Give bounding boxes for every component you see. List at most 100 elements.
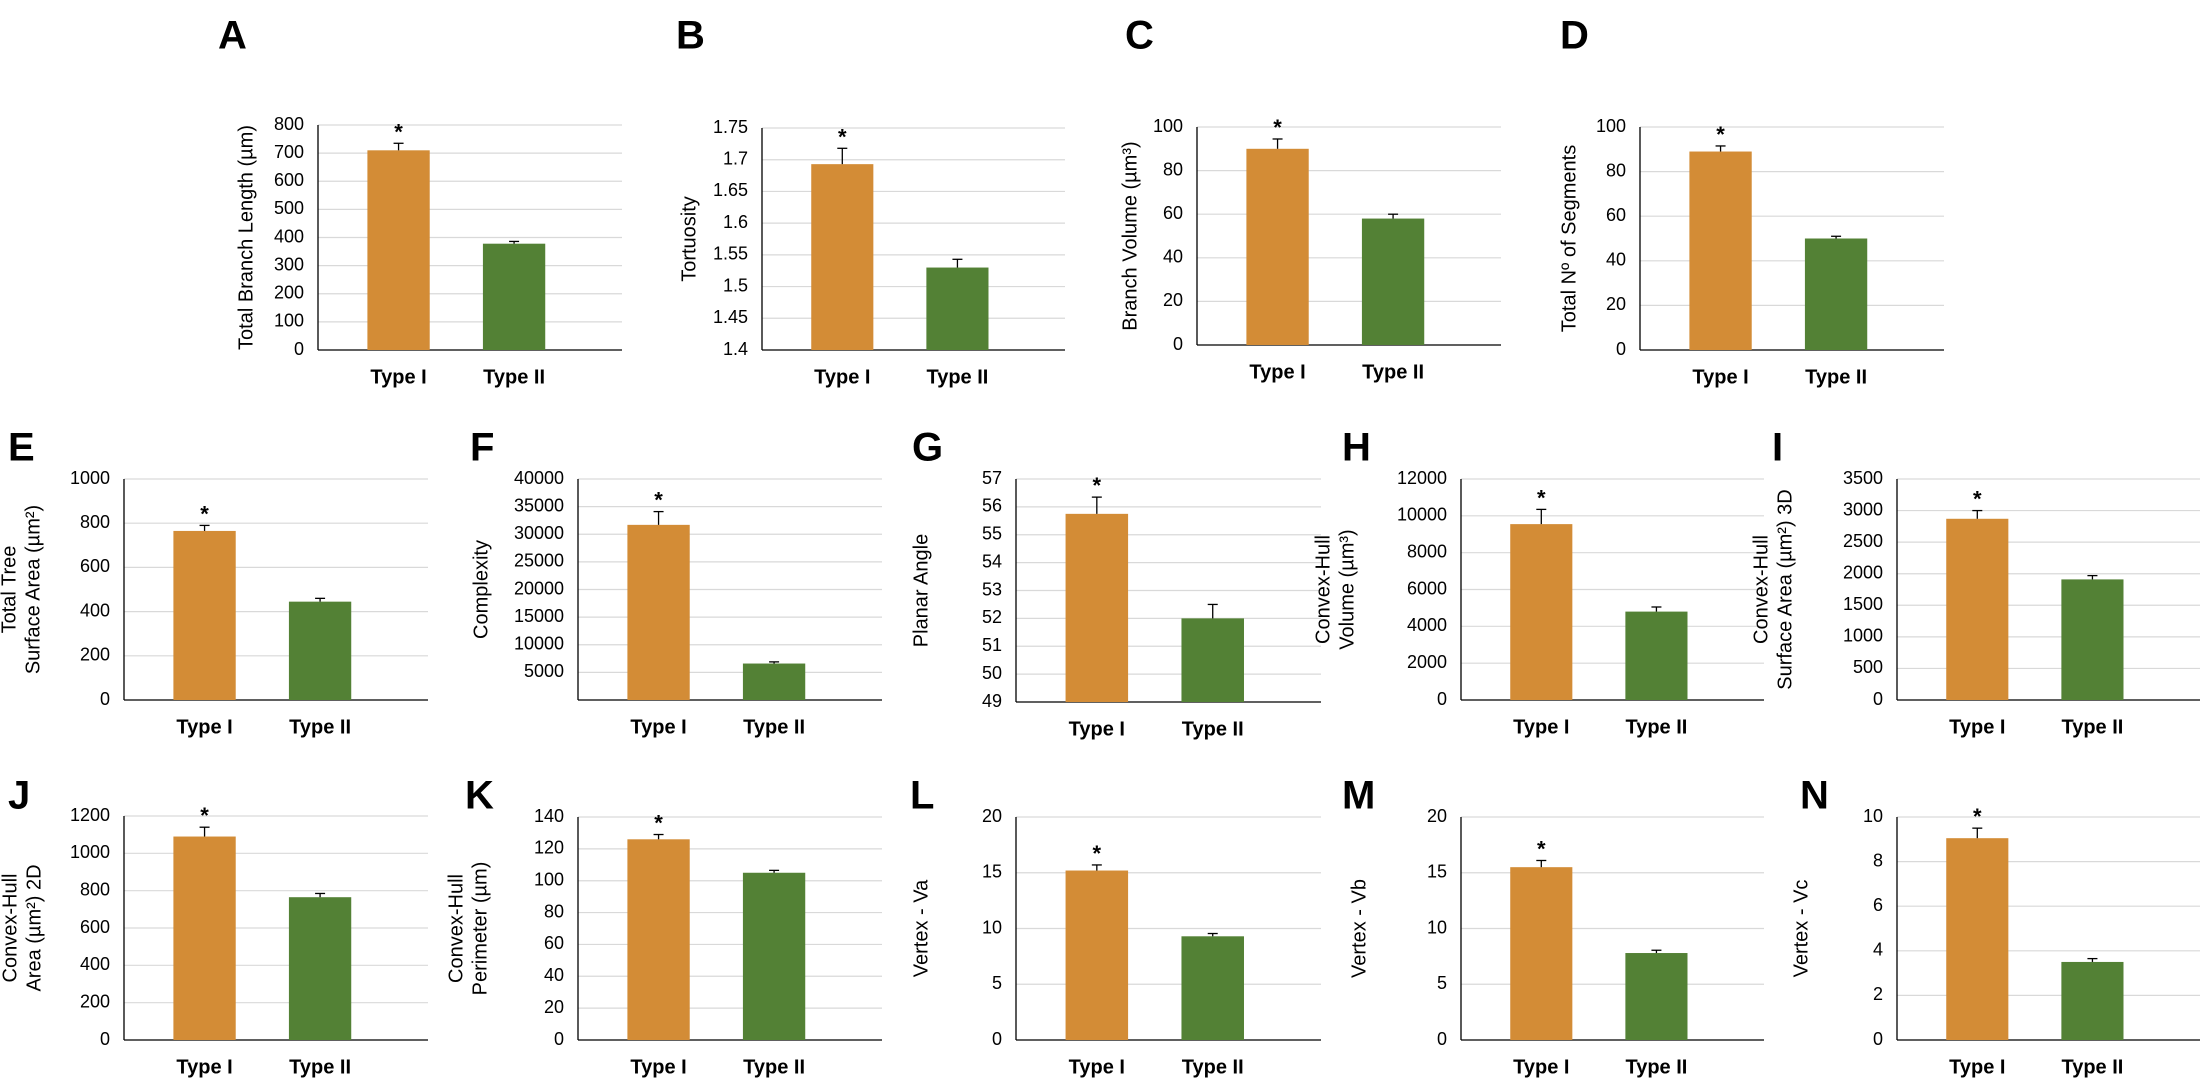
bar-type-ii	[1181, 936, 1244, 1040]
y-tick-label: 2500	[1843, 531, 1883, 551]
y-tick-label: 56	[982, 496, 1002, 516]
y-tick-label: 20000	[514, 578, 564, 598]
panel-letter-e: E	[8, 426, 35, 470]
y-tick-label: 200	[274, 283, 304, 303]
bar-type-i	[173, 836, 236, 1040]
y-tick-label: 1000	[70, 842, 110, 862]
bar-type-ii	[2061, 579, 2124, 700]
y-tick-label: 0	[1437, 689, 1447, 709]
y-tick-label: 1.65	[713, 180, 748, 200]
bar-type-i	[1065, 513, 1129, 702]
panel-letter-c: C	[1125, 14, 1154, 58]
y-tick-label: 6	[1873, 895, 1883, 915]
x-category-label: Type I	[176, 1056, 232, 1078]
y-tick-label: 1000	[70, 468, 110, 488]
y-tick-label: 40	[1163, 247, 1183, 267]
x-category-label: Type II	[2061, 716, 2123, 738]
y-tick-label: 500	[1853, 657, 1883, 677]
bar-type-ii	[288, 897, 352, 1040]
y-axis-title: Total Nº of Segments	[1558, 145, 1580, 332]
chart-panel-e: E 0 200 400 600 800 1000 * Type I Type II Total Tr…	[0, 426, 428, 738]
y-tick-label: 0	[992, 1029, 1002, 1049]
significance-marker: *	[1537, 836, 1546, 861]
x-category-label: Type I	[630, 1056, 686, 1078]
bar-type-ii	[482, 243, 546, 350]
significance-marker: *	[200, 501, 209, 526]
x-category-label: Type I	[1513, 1056, 1569, 1078]
y-tick-label: 2000	[1843, 562, 1883, 582]
y-tick-label: 80	[1606, 160, 1626, 180]
y-tick-label: 20	[1427, 806, 1447, 826]
y-tick-label: 10000	[1397, 505, 1447, 525]
y-axis-title: Vertex - Va	[910, 879, 932, 977]
y-tick-label: 57	[982, 468, 1002, 488]
y-tick-label: 0	[1616, 339, 1626, 359]
chart-panel-i: I 0 500 1000 1500 2000 2500 3000 3500 * Type I Type…	[1750, 426, 2200, 738]
y-tick-label: 25000	[514, 551, 564, 571]
bar-type-i	[367, 150, 430, 350]
y-axis-title: Branch Volume (µm³)	[1119, 141, 1141, 330]
panel-letter-n: N	[1800, 774, 1829, 818]
y-tick-label: 100	[534, 869, 564, 889]
y-tick-label: 1.5	[723, 275, 748, 295]
bar-type-i	[1510, 524, 1573, 700]
panel-letter-g: G	[912, 426, 943, 470]
y-tick-label: 50	[982, 663, 1002, 683]
y-tick-label: 4	[1873, 940, 1883, 960]
y-tick-label: 400	[80, 600, 110, 620]
y-axis-title: Complexity	[470, 540, 492, 639]
y-axis-title: Tortuosity	[678, 196, 700, 282]
bar-type-ii	[1181, 618, 1244, 702]
x-category-label: Type II	[289, 716, 351, 738]
y-axis-title: Perimeter (µm)	[469, 862, 491, 996]
y-tick-label: 300	[274, 254, 304, 274]
y-tick-label: 80	[1163, 159, 1183, 179]
y-tick-label: 52	[982, 607, 1002, 627]
y-tick-label: 100	[1596, 116, 1626, 136]
y-tick-label: 1500	[1843, 594, 1883, 614]
bar-type-i	[1946, 518, 2009, 700]
x-category-label: Type I	[1949, 716, 2005, 738]
bar-type-i	[1689, 151, 1752, 350]
y-tick-label: 0	[1437, 1029, 1447, 1049]
y-tick-label: 200	[80, 991, 110, 1011]
x-category-label: Type II	[289, 1056, 351, 1078]
bar-type-i	[1510, 867, 1573, 1040]
y-tick-label: 60	[544, 933, 564, 953]
chart-panel-h: H 0 2000 4000 6000 8000 10000 12000 * Type I Type …	[1312, 426, 1764, 738]
y-tick-label: 800	[80, 512, 110, 532]
x-category-label: Type I	[1513, 716, 1569, 738]
y-tick-label: 4000	[1407, 615, 1447, 635]
y-tick-label: 0	[554, 1029, 564, 1049]
y-tick-label: 20	[982, 806, 1002, 826]
panel-letter-d: D	[1560, 14, 1589, 58]
bar-type-ii	[1625, 611, 1688, 700]
y-tick-label: 500	[274, 198, 304, 218]
significance-marker: *	[1716, 122, 1725, 147]
bar-type-ii	[742, 663, 806, 700]
y-tick-label: 10	[1863, 806, 1883, 826]
chart-panel-a: A 0 100 200 300 400 500 600 700 800 * Type I Type II…	[218, 14, 622, 388]
bar-type-i	[1946, 838, 2009, 1040]
x-category-label: Type II	[2061, 1056, 2123, 1078]
y-axis-title: Vertex - Vc	[1790, 880, 1812, 978]
y-tick-label: 1.4	[723, 339, 748, 359]
y-tick-label: 1000	[1843, 626, 1883, 646]
y-tick-label: 5000	[524, 661, 564, 681]
y-tick-label: 10	[1427, 917, 1447, 937]
panel-letter-i: I	[1772, 426, 1783, 470]
x-category-label: Type I	[1949, 1056, 2005, 1078]
y-tick-label: 1.75	[713, 117, 748, 137]
y-tick-label: 60	[1606, 205, 1626, 225]
significance-marker: *	[1273, 115, 1282, 140]
chart-panel-k: K 0 20 40 60 80 100 120 140 * Type I Type II Convex-…	[445, 774, 882, 1078]
bar-type-ii	[926, 267, 989, 350]
y-tick-label: 1.6	[723, 212, 748, 232]
y-axis-title: Convex-Hull	[445, 874, 467, 983]
y-tick-label: 53	[982, 579, 1002, 599]
significance-marker: *	[654, 488, 663, 513]
x-category-label: Type II	[1625, 1056, 1687, 1078]
y-axis-title: Convex-Hull	[1312, 535, 1334, 644]
y-tick-label: 5	[1437, 973, 1447, 993]
y-axis-title: Surface Area (µm²)	[22, 505, 44, 674]
